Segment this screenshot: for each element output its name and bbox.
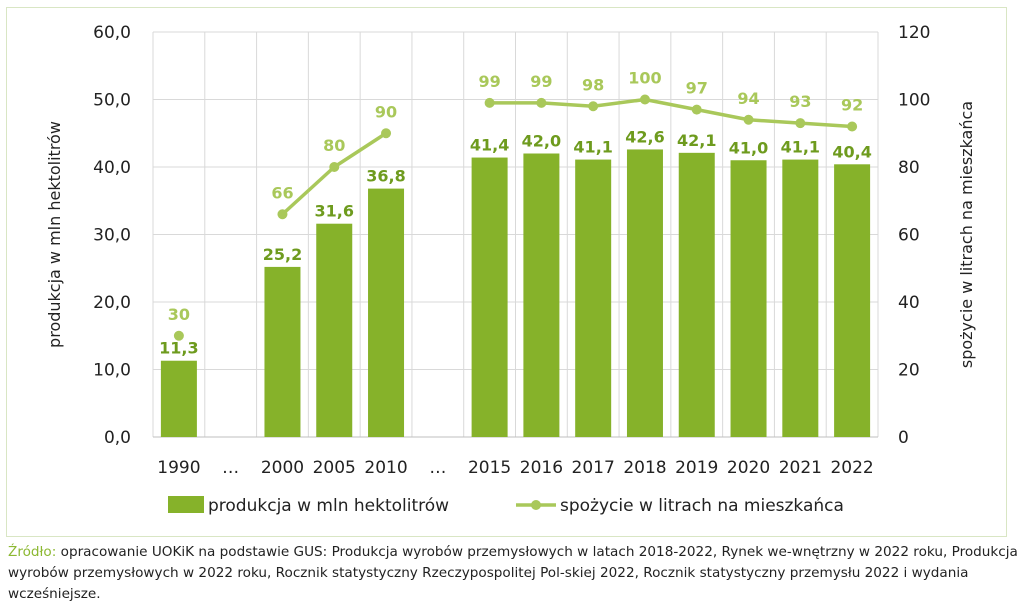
y-tick-right: 80 <box>898 158 920 178</box>
bar <box>782 159 819 437</box>
line-data-label: 80 <box>323 136 345 155</box>
x-tick: 2021 <box>779 458 822 478</box>
legend-bar-swatch <box>168 496 204 513</box>
line-point <box>743 114 754 125</box>
line-point <box>691 104 702 115</box>
x-tick: 2016 <box>520 458 563 478</box>
bar-data-label: 41,1 <box>781 138 820 157</box>
bar-data-label: 41,1 <box>573 138 612 157</box>
y-tick-right: 100 <box>898 91 930 111</box>
line-point <box>173 330 184 341</box>
bar-data-label: 36,8 <box>366 167 405 186</box>
x-tick: … <box>429 458 446 478</box>
x-tick: 2017 <box>572 458 615 478</box>
bar-data-label: 41,4 <box>470 136 509 155</box>
y-tick-left: 50,0 <box>93 91 131 111</box>
y-tick-right: 20 <box>898 361 920 381</box>
line-data-label: 99 <box>478 72 500 91</box>
legend-line-marker <box>531 500 541 510</box>
line-point <box>277 209 288 220</box>
bar-data-label: 31,6 <box>315 202 354 221</box>
line-data-label: 66 <box>271 183 293 202</box>
y-tick-left: 20,0 <box>93 293 131 313</box>
chart-frame <box>6 7 1007 537</box>
bar <box>678 152 715 437</box>
source-label: Źródło: <box>8 544 57 560</box>
y-tick-right: 40 <box>898 293 920 313</box>
bar-data-label: 25,2 <box>263 245 302 264</box>
y-axis-title-left: produkcja w mln hektolitrów <box>45 121 64 348</box>
line-point <box>795 118 806 129</box>
line-data-label: 94 <box>737 89 759 108</box>
x-tick: 2000 <box>261 458 304 478</box>
y-axis-title-right: spożycie w litrach na mieszkańca <box>957 101 976 368</box>
line-data-label: 98 <box>582 75 604 94</box>
combo-chart: 0,0 0 10,0 20 20,0 40 30,0 60 40,0 80 50,0 100 60,0 1… <box>45 23 976 516</box>
y-tick-left: 60,0 <box>93 23 131 43</box>
x-tick: 2010 <box>364 458 407 478</box>
bar-data-label: 42,1 <box>677 131 716 150</box>
source-note: Źródło: opracowanie UOKiK na podstawie G… <box>8 542 1018 605</box>
line-data-label: 97 <box>686 79 708 98</box>
bar-data-label: 42,6 <box>625 127 664 146</box>
source-text: opracowanie UOKiK na podstawie GUS: Prod… <box>8 544 1018 602</box>
line-point <box>536 97 547 108</box>
legend-bar-label: produkcja w mln hektolitrów <box>208 496 449 516</box>
line-data-label: 30 <box>168 305 190 324</box>
bar-data-label: 40,4 <box>832 142 871 161</box>
line-data-label: 90 <box>375 102 397 121</box>
line-point <box>484 97 495 108</box>
line-point <box>847 121 858 132</box>
y-tick-right: 120 <box>898 23 930 43</box>
consumption-line <box>489 97 853 129</box>
bar-data-label: 11,3 <box>159 339 198 358</box>
bar-data-label: 42,0 <box>522 132 561 151</box>
line-point <box>381 128 392 139</box>
x-tick: 2018 <box>623 458 666 478</box>
y-tick-right: 60 <box>898 226 920 246</box>
line-data-label: 100 <box>628 69 661 88</box>
x-tick: 2005 <box>313 458 356 478</box>
line-data-label: 92 <box>841 96 863 115</box>
y-tick-left: 40,0 <box>93 158 131 178</box>
bar <box>160 360 197 437</box>
line-data-label: 99 <box>530 72 552 91</box>
bar-data-label: 41,0 <box>729 138 768 157</box>
line-point <box>588 101 599 112</box>
y-tick-left: 10,0 <box>93 361 131 381</box>
line-point <box>639 94 650 105</box>
bar <box>316 223 353 437</box>
bar <box>575 159 612 437</box>
x-tick: 2019 <box>675 458 718 478</box>
line-data-label: 93 <box>789 92 811 111</box>
bar <box>834 164 871 438</box>
x-tick: 1990 <box>157 458 200 478</box>
y-tick-right: 0 <box>898 428 909 448</box>
bar <box>626 149 663 437</box>
legend-line-label: spożycie w litrach na mieszkańca <box>560 496 844 516</box>
bar <box>471 157 508 438</box>
x-tick: 2015 <box>468 458 511 478</box>
line-point <box>329 162 340 172</box>
x-tick: 2022 <box>830 458 873 478</box>
bar <box>523 153 560 437</box>
bar <box>730 160 767 437</box>
bar <box>264 266 301 437</box>
bar <box>368 188 405 437</box>
y-tick-left: 0,0 <box>104 428 131 448</box>
x-tick: … <box>222 458 239 478</box>
y-tick-left: 30,0 <box>93 226 131 246</box>
x-tick: 2020 <box>727 458 770 478</box>
